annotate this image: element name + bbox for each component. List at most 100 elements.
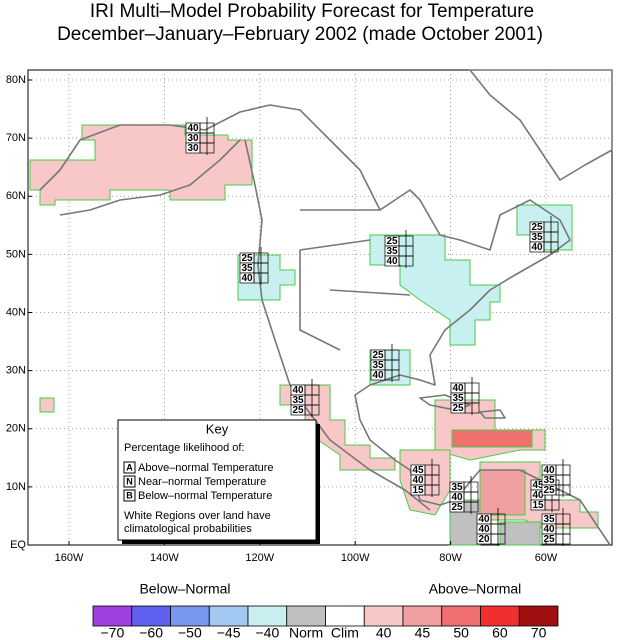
box-value: 40	[412, 475, 424, 486]
title-line: IRI Multi–Model Probability Forecast for…	[90, 1, 534, 22]
key-items: A Above–normal Temperature N Near–normal Te…	[123, 461, 274, 502]
colorbar: Below–Normal Above–Normal −70 −60 −50 −45 −4…	[92, 581, 559, 640]
key-letter-box	[123, 461, 136, 474]
box-value: 25	[531, 222, 543, 233]
coastline	[299, 209, 411, 351]
lat-label: 50N	[6, 248, 26, 260]
box-value: 15	[412, 485, 424, 496]
colorbar-label: −60	[139, 625, 163, 640]
lat-label: 80N	[6, 74, 26, 86]
box-value: 35	[386, 246, 398, 257]
key-letter: A	[126, 462, 133, 472]
box-value: 40	[292, 385, 304, 396]
lon-label: 120W	[245, 552, 274, 564]
box-value: 35	[531, 232, 543, 243]
colorbar-swatches: −70 −60 −50 −45 −40 Norm Clim 40 45 50 60 70	[92, 605, 559, 640]
box-value: 25	[386, 236, 398, 247]
box-value: 40	[543, 465, 555, 476]
key-box	[117, 419, 317, 541]
box-value: 40	[386, 256, 398, 267]
colorbar-label: −45	[217, 625, 241, 640]
box-value: 25	[372, 350, 384, 361]
box-value: 35	[292, 395, 304, 406]
key: Key Percentage likelihood of: A Above–nor…	[117, 419, 320, 544]
region	[451, 429, 533, 448]
box-value: 40	[452, 383, 464, 394]
box-value: 30	[187, 133, 199, 144]
box-value: 40	[532, 490, 544, 501]
colorbar-label: 40	[376, 625, 392, 640]
key-title: Key	[206, 421, 229, 436]
colorbar-label: 50	[453, 625, 469, 640]
lat-label: 10N	[6, 481, 26, 493]
box-value: 40	[372, 370, 384, 381]
colorbar-label: −40	[256, 625, 280, 640]
colorbar-swatch	[363, 605, 404, 627]
colorbar-swatch	[518, 605, 559, 627]
box-value: 35	[543, 475, 555, 486]
lon-label: 100W	[341, 552, 370, 564]
key-letter: N	[126, 476, 133, 486]
lon-label: 60W	[535, 552, 558, 564]
colorbar-label: Norm	[289, 625, 323, 640]
colorbar-swatch	[247, 605, 288, 627]
box-value: 20	[478, 534, 490, 545]
key-item: Near–normal Temperature	[138, 476, 266, 488]
colorbar-swatch	[131, 605, 171, 627]
key-letter-box	[123, 489, 136, 502]
coastline	[469, 69, 613, 181]
colorbar-swatch	[480, 605, 520, 627]
lat-label: 40N	[6, 306, 26, 318]
colorbar-swatch	[325, 605, 365, 627]
colorbar-label: 45	[415, 625, 431, 640]
colorbar-label: −50	[178, 625, 202, 640]
lon-label: 80W	[439, 552, 462, 564]
colorbar-above: Above–Normal	[429, 581, 522, 597]
colorbar-label: Clim	[331, 625, 359, 640]
box-value: 15	[532, 500, 544, 511]
box-value: 35	[452, 393, 464, 404]
box-value: 35	[543, 514, 555, 525]
colorbar-below: Below–Normal	[139, 581, 230, 597]
title-line: December–January–February 2002 (made Oct…	[57, 24, 543, 45]
colorbar-swatch	[170, 605, 210, 627]
lat-label: 60N	[6, 190, 26, 202]
box-value: 40	[241, 273, 253, 284]
key-note: White Regions over land have	[124, 510, 271, 522]
colorbar-label: 70	[531, 625, 547, 640]
box-value: 40	[543, 524, 555, 535]
box-value: 40	[451, 492, 463, 503]
lat-label: EQ	[10, 539, 26, 551]
colorbar-swatch	[441, 605, 481, 627]
box-value: 25	[451, 502, 463, 513]
region	[39, 397, 55, 413]
box-value: 40	[478, 524, 490, 535]
box-value: 40	[187, 123, 199, 134]
key-item: Above–normal Temperature	[138, 462, 274, 474]
key-letter-box	[123, 475, 136, 488]
box-value: 35	[372, 360, 384, 371]
box-value: 35	[241, 263, 253, 274]
box-value: 25	[543, 485, 555, 496]
colorbar-swatch	[402, 605, 443, 627]
box-value: 45	[532, 480, 544, 491]
colorbar-label: −70	[101, 625, 125, 640]
colorbar-label: 60	[492, 625, 508, 640]
region	[479, 469, 526, 516]
lon-label: 140W	[150, 552, 179, 564]
key-note: climatological probabilities	[124, 523, 252, 535]
box-value: 25	[292, 405, 304, 416]
region	[499, 521, 541, 546]
lat-label: 70N	[6, 132, 26, 144]
colorbar-swatch	[208, 605, 249, 627]
